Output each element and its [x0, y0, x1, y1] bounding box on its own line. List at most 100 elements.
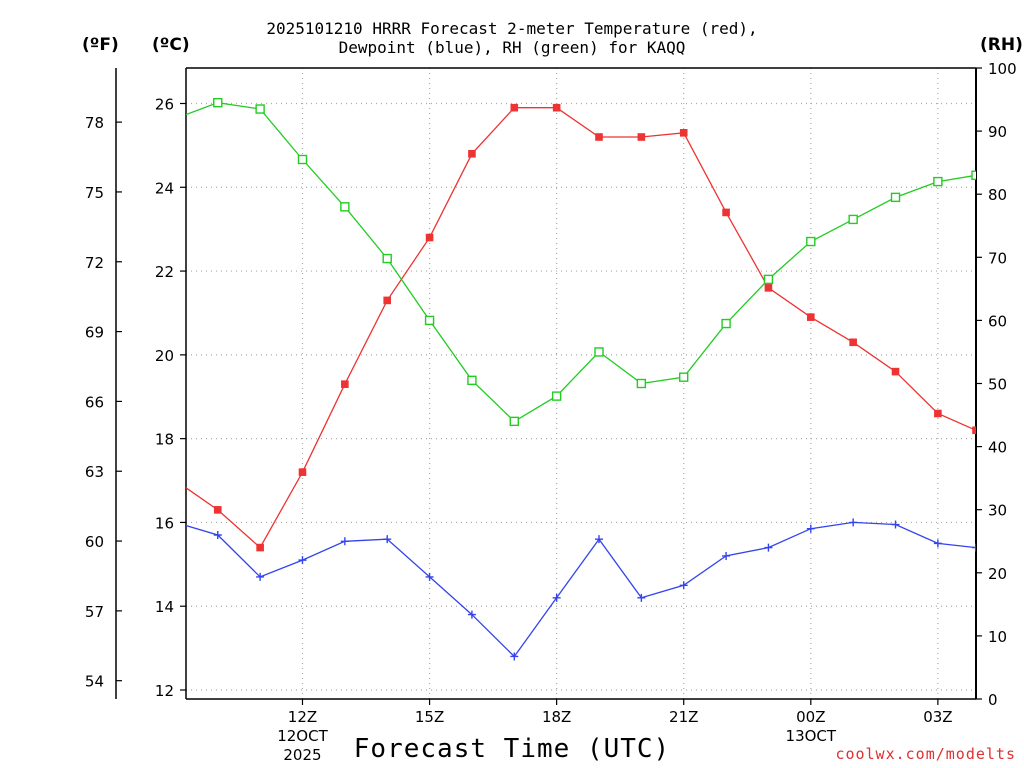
- rh-tick-label: 50: [988, 376, 1007, 394]
- dewpoint-point: [213, 530, 222, 539]
- axes: [115, 67, 977, 700]
- fahrenheit-tick-label: 63: [85, 463, 104, 481]
- celsius-tick-label: 22: [155, 263, 174, 281]
- x-tick-date-label: 13OCT: [786, 727, 837, 745]
- dewpoint-point: [340, 537, 349, 546]
- dewpoint-point: [972, 543, 976, 552]
- x-tick-label: 15Z: [415, 708, 444, 726]
- fahrenheit-tick-label: 66: [85, 393, 104, 411]
- rh-point: [806, 236, 816, 247]
- rh-tick-label: 20: [988, 565, 1007, 583]
- temperature-point: [213, 506, 222, 514]
- rh-point: [971, 170, 976, 180]
- temperature-point: [341, 380, 349, 388]
- temperature-point: [806, 313, 815, 321]
- rh-point: [594, 347, 604, 357]
- rh-point: [382, 253, 392, 264]
- chart-title-line2: Dewpoint (blue), RH (green) for KAQQ: [338, 38, 686, 57]
- rh-tick-label: 30: [988, 502, 1007, 520]
- fahrenheit-tick-label: 69: [85, 324, 104, 342]
- fahrenheit-tick-label: 54: [85, 673, 104, 691]
- rh-point: [509, 416, 519, 427]
- temperature-point: [595, 133, 603, 141]
- dewpoint-point: [256, 572, 265, 581]
- series-layer: [171, 98, 976, 661]
- credit-link[interactable]: coolwx.com/modelts: [835, 745, 1016, 763]
- celsius-tick-label: 20: [155, 347, 174, 365]
- temperature-point: [468, 149, 476, 158]
- chart-title-line1: 2025101210 HRRR Forecast 2-meter Tempera…: [266, 19, 758, 38]
- celsius-tick-label: 12: [155, 682, 174, 700]
- series-group: [171, 98, 976, 661]
- rh-point: [636, 378, 647, 389]
- rh-tick-label: 60: [988, 312, 1007, 330]
- rh-point: [171, 114, 179, 122]
- fahrenheit-tick-label: 60: [85, 533, 104, 551]
- fahrenheit-tick-label: 72: [85, 254, 104, 272]
- dewpoint-point: [849, 518, 858, 527]
- celsius-tick-label: 14: [155, 598, 174, 616]
- x-tick-label: 21Z: [669, 708, 698, 726]
- temperature-point: [891, 367, 900, 376]
- dewpoint-point: [383, 535, 392, 544]
- dewpoint-point: [891, 520, 900, 529]
- rh-point: [890, 192, 901, 203]
- dewpoint-point: [722, 551, 731, 560]
- x-tick-label: 18Z: [542, 708, 571, 726]
- dewpoint-point: [298, 556, 307, 565]
- celsius-tick-label: 16: [155, 514, 174, 532]
- dewpoint-point: [467, 610, 476, 619]
- temperature-point: [637, 133, 646, 141]
- temperature-point: [510, 103, 519, 112]
- dewpoint-line: [186, 521, 976, 658]
- rh-point: [213, 98, 223, 108]
- temperature-point: [425, 233, 434, 242]
- dewpoint-point: [552, 593, 561, 602]
- rh-tick-label: 70: [988, 249, 1007, 267]
- rh-tick-label: 100: [988, 60, 1017, 78]
- tick-labels: 12 14 16 18 20 22 24 26 54 57 60 63 66 69 72 75 78 0 10 20 3…: [85, 60, 1017, 764]
- rh-point: [763, 274, 774, 285]
- rh-tick-label: 90: [988, 123, 1007, 141]
- dewpoint-point: [637, 593, 646, 602]
- temperature-point: [256, 543, 264, 552]
- dewpoint-point: [425, 572, 434, 581]
- temperature-point: [679, 129, 688, 137]
- temperature-point: [972, 426, 976, 435]
- temperature-point: [552, 103, 561, 112]
- rh-point: [933, 176, 943, 187]
- celsius-unit-label: (ºC): [152, 35, 190, 55]
- rh-tick-label: 0: [988, 691, 998, 709]
- rh-point: [721, 318, 731, 329]
- x-tick-label: 12Z: [288, 708, 317, 726]
- rh-point: [340, 202, 350, 212]
- fahrenheit-tick-label: 75: [85, 184, 104, 202]
- rh-point: [679, 372, 689, 382]
- temperature-point: [722, 208, 730, 217]
- x-tick-year-label: 2025: [283, 746, 321, 764]
- dewpoint-point: [806, 524, 815, 533]
- fahrenheit-tick-label: 78: [85, 114, 104, 132]
- dewpoint-point: [764, 543, 773, 552]
- rh-point: [848, 214, 858, 225]
- temperature-point: [764, 284, 773, 292]
- celsius-tick-label: 26: [155, 96, 174, 114]
- fahrenheit-unit-label: (ºF): [82, 35, 119, 55]
- dewpoint-point: [933, 539, 942, 548]
- rh-tick-label: 40: [988, 439, 1007, 457]
- temperature-line: [186, 107, 976, 549]
- celsius-tick-label: 24: [155, 179, 174, 197]
- temperature-point: [298, 468, 307, 476]
- rh-line: [186, 102, 976, 423]
- rh-point: [424, 315, 435, 326]
- dewpoint-point: [510, 652, 519, 661]
- temperature-point: [849, 338, 857, 347]
- temperature-point: [934, 409, 942, 418]
- celsius-tick-label: 18: [155, 431, 174, 449]
- fahrenheit-tick-label: 57: [85, 603, 104, 621]
- rh-point: [467, 375, 477, 386]
- x-tick-label: 00Z: [796, 708, 825, 726]
- temperature-point: [383, 296, 392, 305]
- rh-unit-label: (RH): [980, 35, 1023, 55]
